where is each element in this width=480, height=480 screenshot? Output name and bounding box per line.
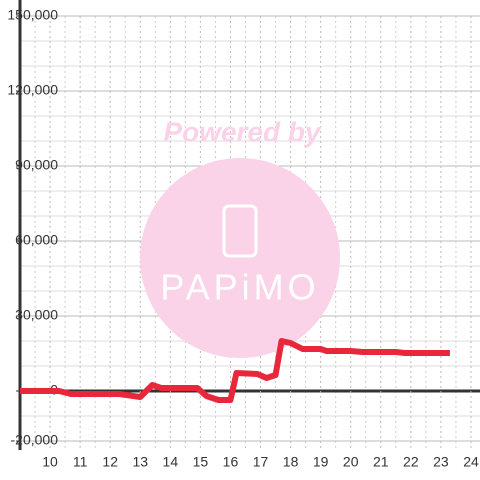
watermark-logo: PAPiMO — [160, 267, 319, 308]
x-tick-label: 17 — [253, 454, 269, 470]
x-tick-label: 15 — [193, 454, 209, 470]
x-tick-label: 10 — [42, 454, 58, 470]
y-tick-label: 30,000 — [15, 307, 58, 323]
x-tick-label: 22 — [403, 454, 419, 470]
watermark-title: Powered by — [163, 116, 322, 147]
x-tick-label: 16 — [223, 454, 239, 470]
x-tick-label: 19 — [313, 454, 329, 470]
watermark-icon — [222, 204, 258, 258]
x-tick-label: 13 — [132, 454, 148, 470]
x-tick-label: 23 — [433, 454, 449, 470]
x-tick-label: 24 — [463, 454, 479, 470]
watermark: Powered by PAPiMO — [140, 116, 340, 358]
watermark-circle — [140, 158, 340, 358]
x-tick-label: 20 — [343, 454, 359, 470]
y-tick-label: 90,000 — [15, 157, 58, 173]
y-tick-label: -20,000 — [11, 432, 59, 448]
y-tick-label: 120,000 — [7, 82, 58, 98]
y-tick-label: 150,000 — [7, 7, 58, 23]
line-series — [20, 338, 450, 403]
y-tick-label: 60,000 — [15, 232, 58, 248]
x-tick-label: 18 — [283, 454, 299, 470]
x-tick-label: 12 — [102, 454, 118, 470]
x-tick-label: 14 — [163, 454, 179, 470]
x-tick-label: 11 — [73, 454, 88, 470]
x-tick-label: 21 — [373, 454, 389, 470]
